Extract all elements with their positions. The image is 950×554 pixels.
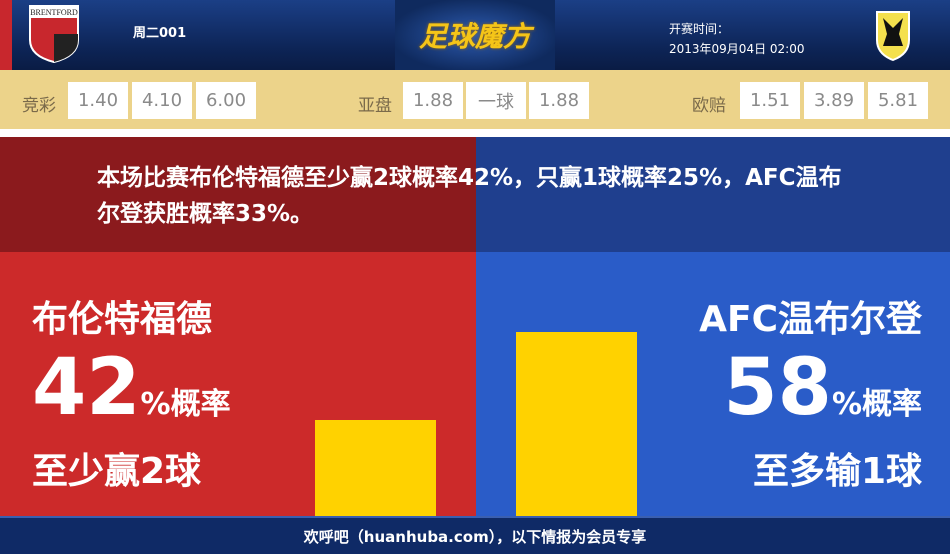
odds-box: 1.88 (529, 82, 589, 119)
odds-bar: 竞彩 1.40 4.10 6.00 亚盘 1.88 一球 1.88 欧赔 1.5… (0, 70, 950, 133)
odds-box: 1.51 (740, 82, 800, 119)
kickoff-label: 开赛时间： (669, 22, 730, 36)
home-percent: 42%概率 (32, 348, 231, 445)
svg-text:BRENTFORD: BRENTFORD (30, 8, 78, 17)
home-team-name: 布伦特福德 (32, 299, 213, 340)
kickoff-time: 2013年09月04日 02:00 (669, 42, 805, 56)
odds-box: 5.81 (868, 82, 928, 119)
oupei-label: 欧赔 (692, 96, 726, 116)
odds-box: 1.40 (68, 82, 128, 119)
odds-box: 6.00 (196, 82, 256, 119)
summary-banner (0, 137, 950, 252)
odds-box: 3.89 (804, 82, 864, 119)
summary-text: 本场比赛布伦特福德至少赢2球概率42%，只赢1球概率25%，AFC温布尔登获胜概… (97, 165, 842, 227)
home-percent-suffix: %概率 (140, 387, 231, 422)
home-outcome: 至少赢2球 (32, 451, 202, 492)
accent-strip (0, 0, 12, 70)
brentford-logo: BRENTFORD (29, 5, 79, 64)
odds-box: 1.88 (403, 82, 463, 119)
away-panel: AFC温布尔登 58%概率 至多输1球 (476, 252, 950, 516)
away-team-name: AFC温布尔登 (699, 299, 922, 340)
home-panel: 布伦特福德 42%概率 至少赢2球 (0, 252, 476, 516)
away-percent-value: 58 (723, 343, 832, 433)
home-percent-value: 42 (32, 343, 141, 433)
yapan-label: 亚盘 (358, 96, 392, 116)
away-outcome: 至多输1球 (752, 451, 922, 492)
away-percent-suffix: %概率 (831, 387, 922, 422)
odds-box: 一球 (466, 82, 526, 119)
away-percent: 58%概率 (723, 348, 922, 445)
away-probability-bar (516, 332, 637, 516)
jingcai-label: 竞彩 (22, 96, 56, 116)
match-code: 周二001 (133, 26, 187, 41)
home-probability-bar (315, 420, 436, 516)
afc-wimbledon-logo (876, 11, 910, 62)
brand-logo: 足球魔方 (395, 0, 555, 70)
odds-box: 4.10 (132, 82, 192, 119)
footer-notice: 欢呼吧（huanhuba.com），以下情报为会员专享 (0, 516, 950, 554)
